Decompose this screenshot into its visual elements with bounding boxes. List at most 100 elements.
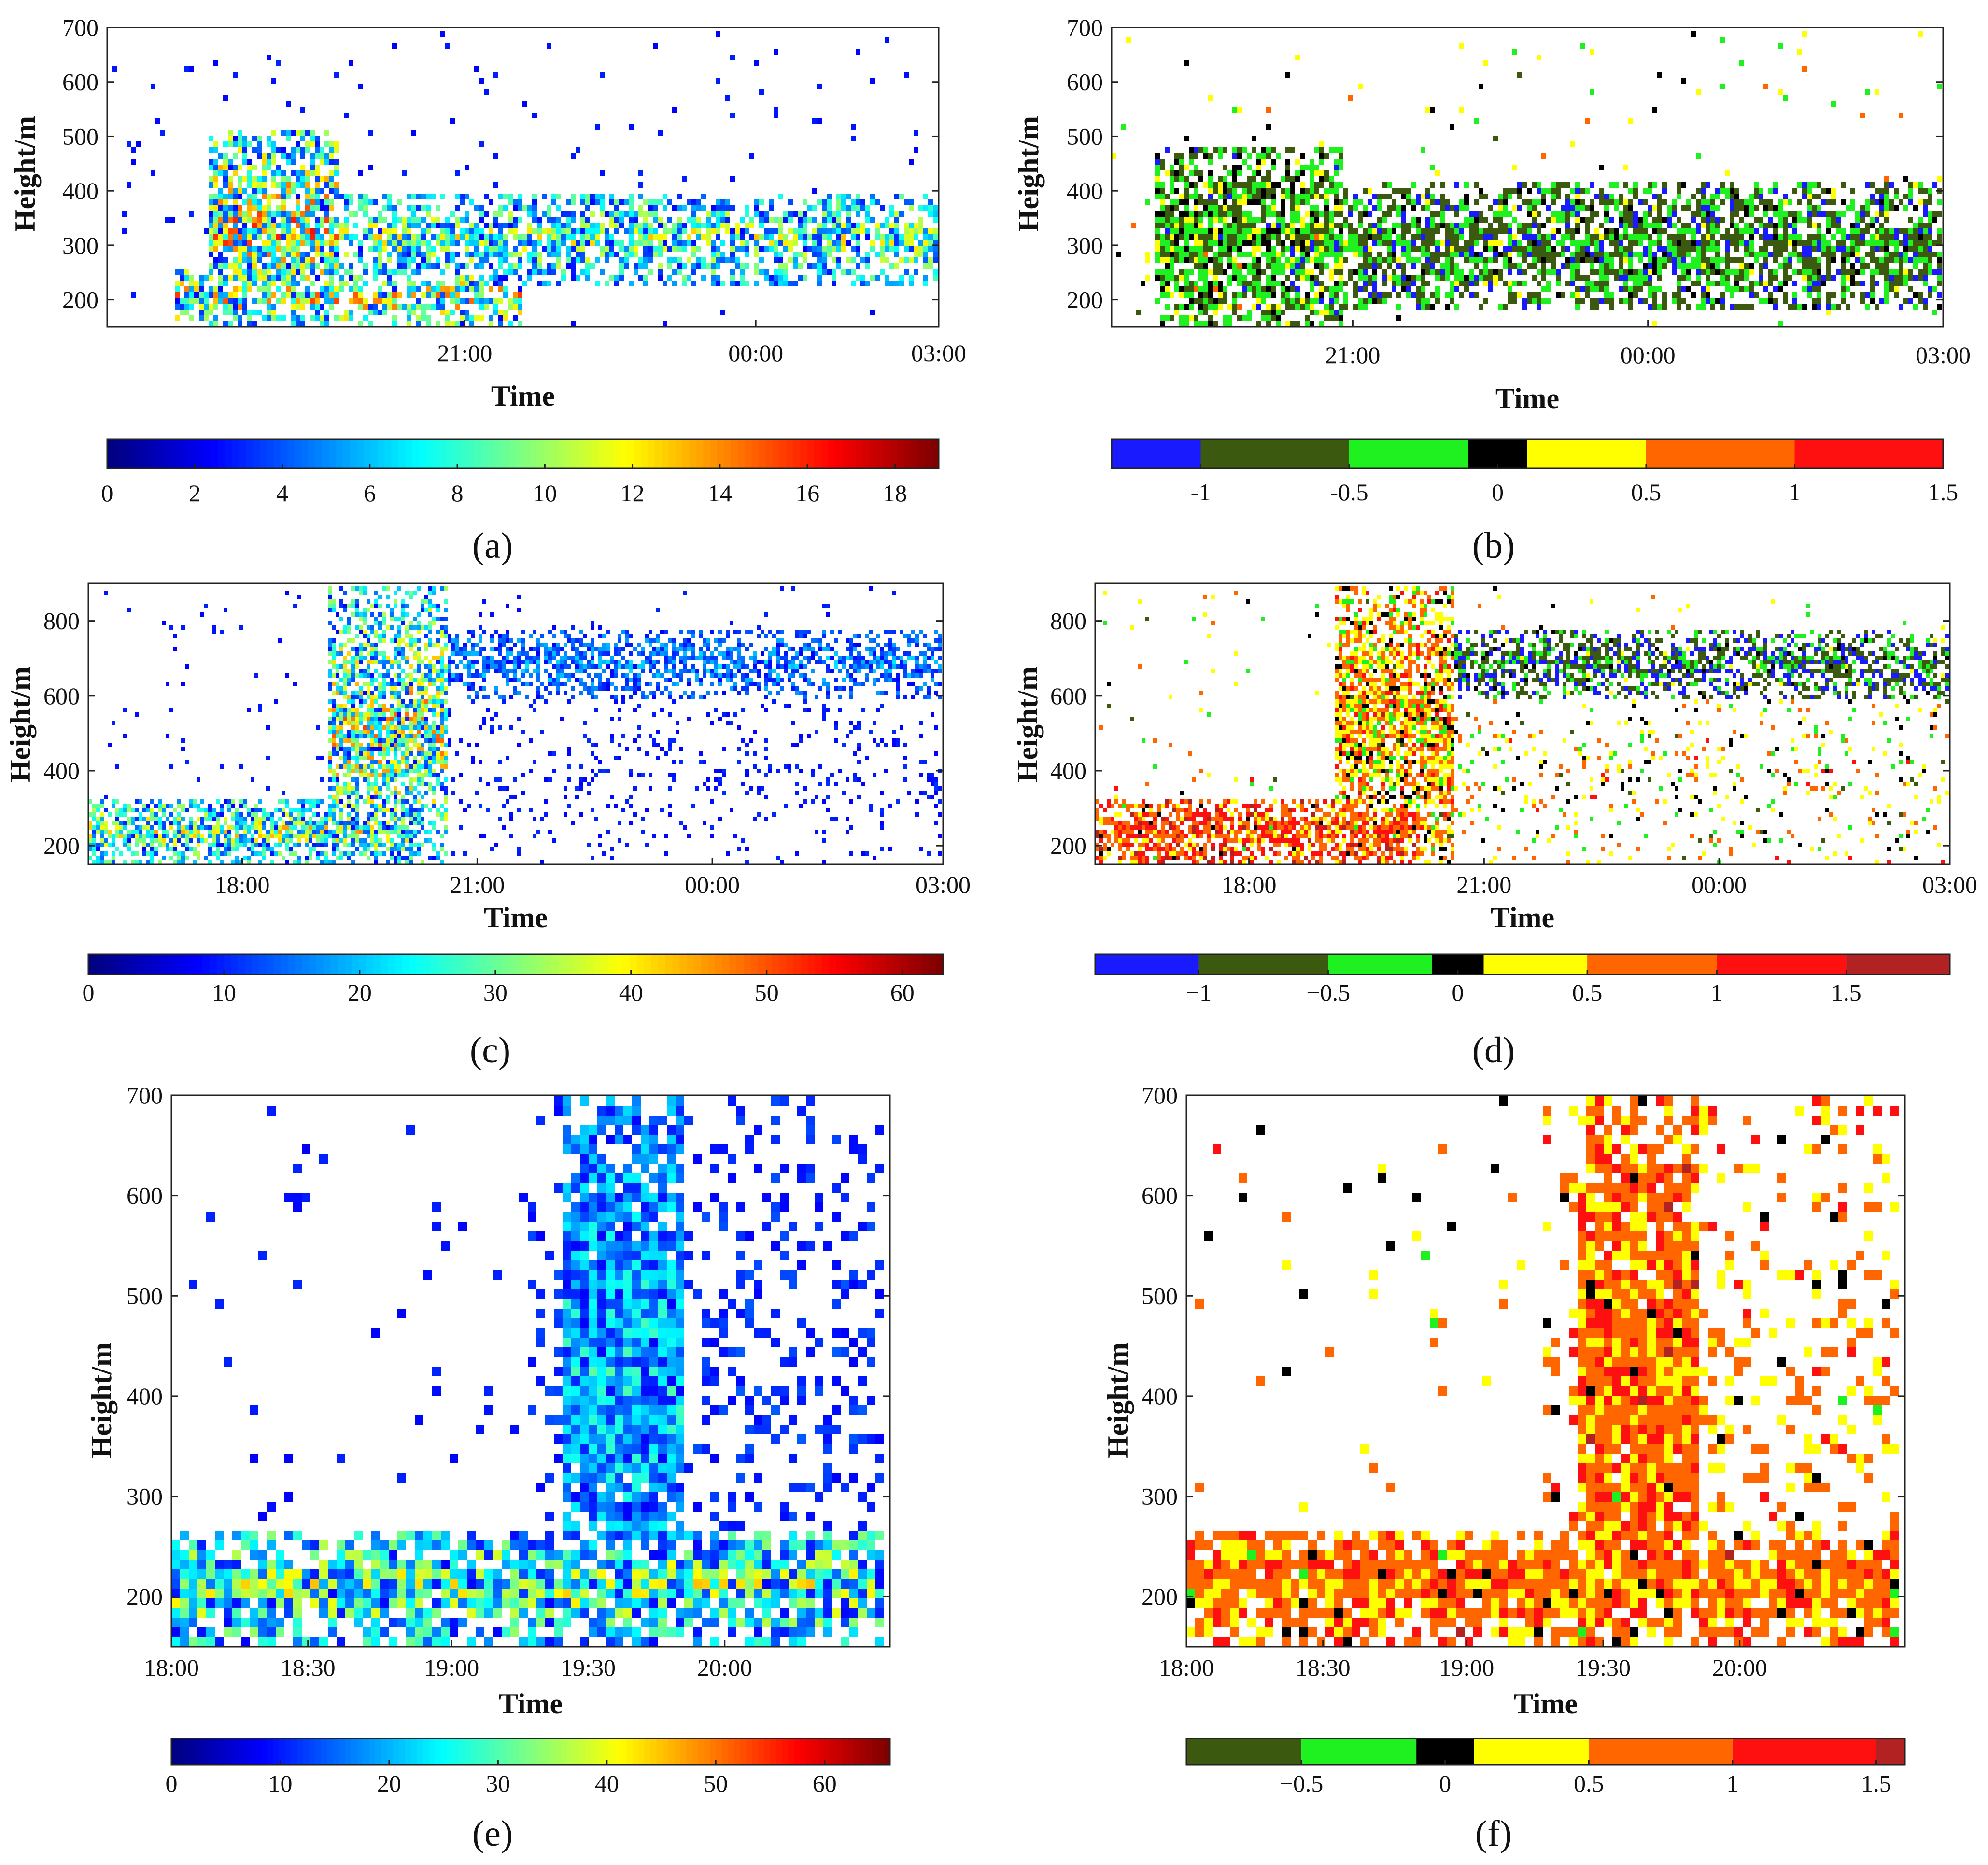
heat-cell	[1300, 228, 1305, 234]
colorbar-bin	[1349, 439, 1468, 468]
heat-cell	[1194, 257, 1198, 263]
heat-cell	[1334, 170, 1339, 176]
heat-cell	[1223, 321, 1227, 327]
heat-cell	[479, 141, 484, 147]
heat-cell	[1382, 182, 1387, 188]
heat-cell	[1310, 304, 1314, 310]
heat-cell	[933, 275, 938, 281]
heat-cell	[310, 188, 315, 194]
heat-cell	[1498, 199, 1503, 205]
heat-cell	[923, 234, 928, 240]
heat-cell	[402, 246, 407, 252]
heat-cell	[914, 130, 918, 136]
heat-cell	[296, 194, 300, 199]
heat-cell	[189, 281, 194, 286]
heat-cell	[1759, 188, 1763, 194]
heat-cell	[252, 263, 257, 269]
heat-cell	[1290, 263, 1295, 269]
heat-cell	[590, 223, 595, 228]
heat-cell	[474, 286, 479, 292]
heat-cell	[629, 240, 634, 246]
heat-cell	[547, 43, 551, 49]
heat-cell	[1652, 182, 1657, 188]
heat-cell	[378, 246, 382, 252]
heat-cell	[281, 223, 286, 228]
heat-cell	[276, 298, 281, 304]
heat-cell	[252, 147, 257, 153]
heat-cell	[1343, 240, 1348, 246]
heat-cell	[479, 275, 484, 281]
heat-cell	[358, 286, 363, 292]
heat-cell	[793, 228, 798, 234]
heat-cell	[1252, 188, 1256, 194]
heat-cell	[426, 304, 431, 310]
heat-cell	[493, 310, 498, 315]
heat-cell	[460, 275, 465, 281]
heat-cell	[233, 246, 238, 252]
heat-cell	[503, 205, 508, 211]
heat-cell	[247, 176, 252, 182]
heat-cell	[788, 217, 793, 223]
heat-cell	[923, 257, 928, 263]
heat-cell	[1831, 188, 1836, 194]
heat-cell	[1368, 211, 1372, 217]
colorbar-segment	[523, 439, 531, 468]
heat-cell	[648, 240, 653, 246]
heat-cell	[310, 240, 315, 246]
heat-cell	[1227, 182, 1232, 188]
heat-cell	[1754, 217, 1759, 223]
heat-cell	[1633, 194, 1638, 199]
heat-cell	[1860, 205, 1865, 211]
heat-cell	[1363, 205, 1368, 211]
heat-cell	[1604, 292, 1609, 298]
heat-cell	[238, 228, 242, 234]
heat-cell	[1276, 310, 1281, 315]
heat-cell	[291, 298, 296, 304]
heat-cell	[213, 141, 218, 147]
heat-cell	[1778, 252, 1783, 257]
heat-cell	[1522, 182, 1527, 188]
heat-cell	[1710, 234, 1715, 240]
heat-cell	[619, 223, 624, 228]
heat-cell	[262, 188, 267, 194]
heat-cell	[513, 298, 518, 304]
heat-cell	[1179, 252, 1184, 257]
heat-cell	[267, 315, 271, 321]
heat-cell	[1662, 292, 1667, 298]
heat-cell	[1165, 315, 1170, 321]
heat-cell	[1184, 217, 1189, 223]
heat-cell	[1638, 228, 1643, 234]
heat-cell	[305, 275, 310, 281]
heat-cell	[1218, 188, 1223, 194]
heat-cell	[1817, 286, 1821, 292]
heat-cell	[740, 246, 745, 252]
heat-cell	[1908, 286, 1913, 292]
heat-cell	[1807, 217, 1812, 223]
heat-cell	[1261, 286, 1266, 292]
heat-cell	[1609, 234, 1614, 240]
heat-cell	[1730, 234, 1734, 240]
heat-cell	[677, 257, 682, 263]
heat-cell	[247, 194, 252, 199]
heat-cell	[638, 228, 643, 234]
heat-cell	[1339, 240, 1343, 246]
heat-cell	[749, 217, 754, 223]
heat-cell	[281, 147, 286, 153]
heat-cell	[1425, 199, 1430, 205]
heat-cell	[1396, 292, 1401, 298]
heat-cell	[1266, 176, 1271, 182]
heat-cell	[209, 211, 213, 217]
heat-cell	[1425, 217, 1430, 223]
heat-cell	[672, 257, 677, 263]
heat-cell	[1305, 269, 1310, 275]
heat-cell	[1594, 252, 1599, 257]
heat-cell	[1517, 281, 1522, 286]
heat-cell	[629, 217, 634, 223]
heat-cell	[803, 228, 807, 234]
heat-cell	[1527, 292, 1532, 298]
heat-cell	[1594, 298, 1599, 304]
heat-cell	[349, 315, 353, 321]
heat-cell	[267, 153, 271, 159]
heat-cell	[894, 223, 899, 228]
